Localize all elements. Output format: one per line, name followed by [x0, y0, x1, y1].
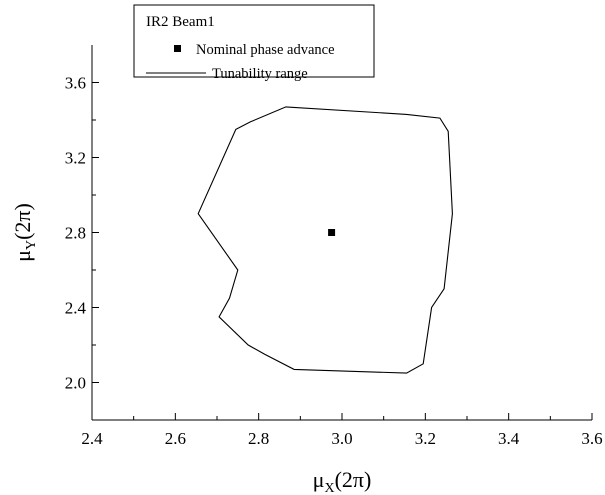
legend-entry-tunability: Tunability range	[212, 66, 308, 82]
x-tick-label: 2.6	[165, 429, 186, 448]
x-tick-label: 3.0	[331, 429, 352, 448]
x-axis-title: μX(2π)	[313, 467, 372, 495]
x-tick-label: 3.2	[415, 429, 436, 448]
legend-box	[133, 4, 375, 78]
y-tick-label: 2.4	[65, 299, 87, 318]
x-tick-label: 3.4	[498, 429, 520, 448]
y-axis-title: μY(2π)	[10, 203, 39, 262]
y-tick-label: 3.6	[65, 74, 86, 93]
legend-marker-square	[174, 45, 181, 52]
tunability-range-line	[197, 106, 453, 374]
x-tick-label: 2.4	[81, 429, 103, 448]
plot-area: 2.4 2.6 2.8 3.0 3.2 3.4 3.6 2.0 2.4 2.8 3.2 3.6	[65, 45, 603, 448]
y-tick-label: 2.0	[65, 374, 86, 393]
legend-entry-nominal: Nominal phase advance	[196, 42, 335, 58]
legend: IR2 Beam1 Nominal phase advance Tunabili…	[133, 4, 375, 82]
y-tick-label: 2.8	[65, 224, 86, 243]
x-tick-label: 2.8	[248, 429, 269, 448]
legend-title: IR2 Beam1	[146, 14, 215, 30]
x-tick-label: 3.6	[581, 429, 602, 448]
nominal-phase-point	[328, 229, 336, 236]
y-tick-label: 3.2	[65, 149, 86, 168]
